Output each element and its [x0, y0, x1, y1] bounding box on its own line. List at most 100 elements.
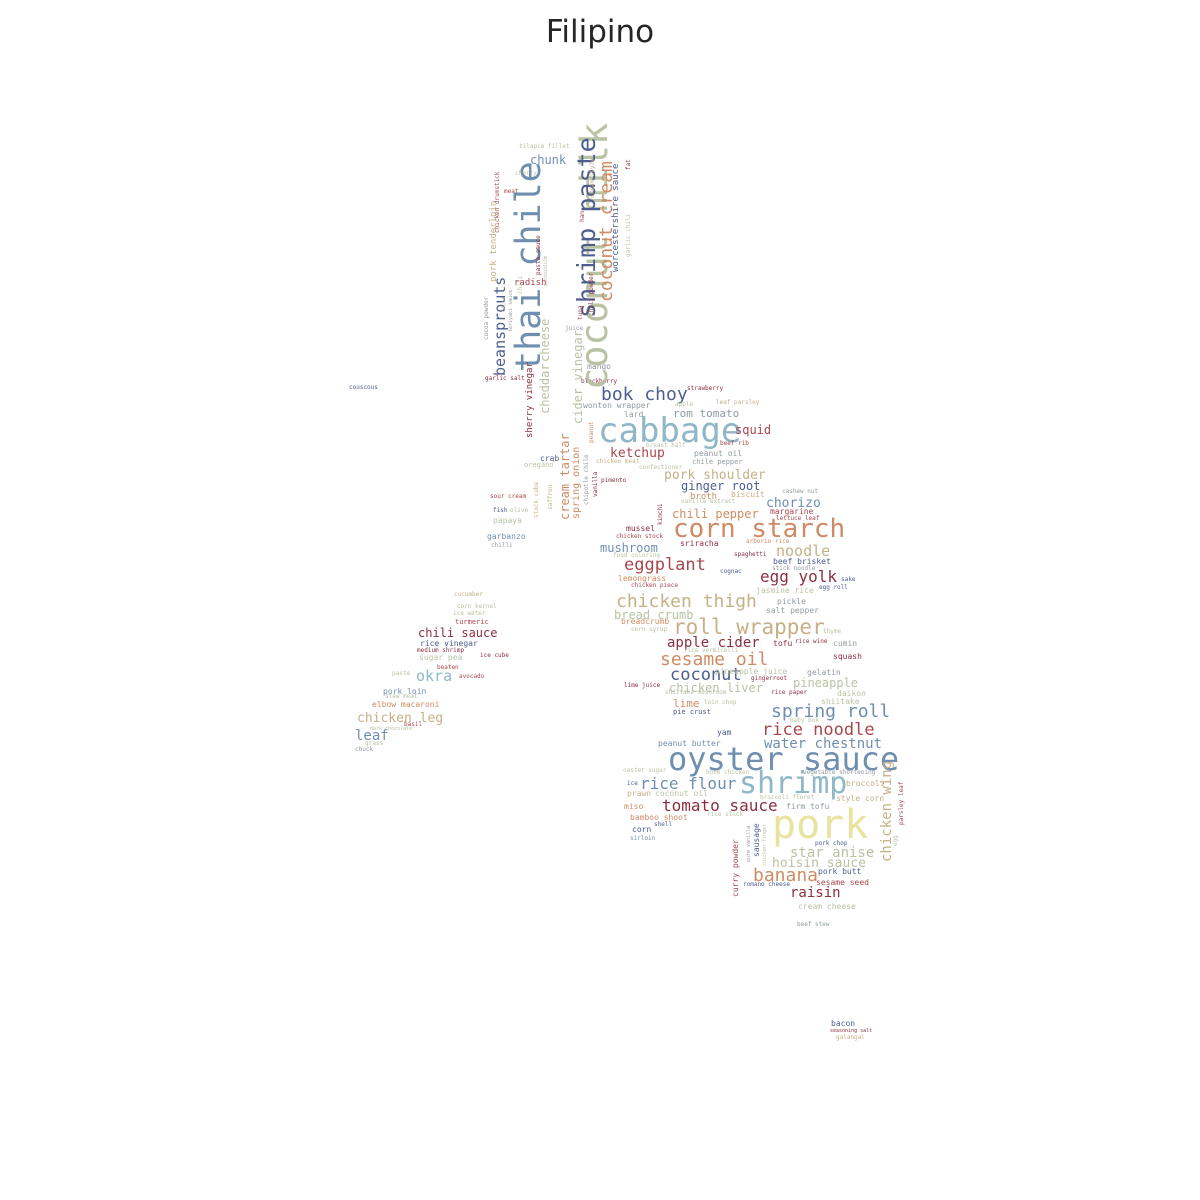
word: avocado — [459, 673, 485, 680]
word: pimento — [601, 477, 627, 484]
word: turmeric — [455, 618, 489, 626]
word: roll wrapper — [673, 615, 825, 639]
word: elbow macaroni — [372, 700, 440, 709]
word: chuck — [355, 746, 374, 753]
word: sesame oil — [660, 649, 769, 670]
word: curry powder — [731, 839, 740, 897]
word: romano cheese — [743, 881, 790, 888]
word: ginger root — [681, 479, 761, 493]
word: egg — [892, 835, 899, 846]
word: dark chocolate — [370, 726, 413, 732]
word: seasoning salt — [830, 1028, 873, 1034]
word: cream tartar — [558, 433, 572, 520]
word: chicken leg — [357, 711, 444, 726]
word: arborio rice — [746, 538, 790, 545]
word: rice wine — [795, 638, 828, 645]
word: grass — [365, 740, 384, 747]
word: parsley leaf — [898, 781, 905, 825]
word: saffron — [547, 484, 554, 510]
word: wonton wrapper — [583, 401, 651, 410]
word: pickle — [777, 597, 806, 606]
word: yam — [717, 728, 732, 737]
word: lemongrass — [618, 574, 667, 583]
word: pork butt — [818, 867, 862, 876]
word: squash — [833, 652, 862, 661]
word: beef rib — [720, 440, 749, 447]
word: egg yolk — [760, 567, 838, 586]
word: pasta sauce — [535, 235, 542, 275]
word: shiitake — [821, 697, 860, 706]
word: blackberry — [581, 378, 618, 385]
word: biscuit — [731, 490, 765, 499]
word: spring onion — [571, 446, 582, 519]
word: oyster sauce — [668, 740, 900, 778]
word: prawn — [627, 789, 652, 798]
word: ketchup — [610, 446, 665, 461]
word: chicken thigh — [616, 591, 757, 612]
word: papaya — [493, 516, 522, 525]
word: pork loin — [383, 687, 427, 696]
word: worcestershire sauce — [611, 163, 621, 272]
word: daikon — [837, 689, 866, 698]
word: cocoa powder — [483, 296, 490, 340]
word: chilli — [491, 542, 513, 549]
word: chicken liver — [669, 681, 763, 695]
word: pineapple juice — [715, 667, 788, 676]
word: chili powder — [588, 272, 595, 316]
word: chicken drumstick — [494, 171, 501, 233]
word: apple — [675, 401, 694, 408]
word: radish — [514, 278, 547, 288]
word: broccoli — [846, 779, 885, 788]
word: pork shoulder — [664, 468, 766, 483]
word: ice water — [453, 610, 486, 617]
word: loin chop — [704, 699, 737, 706]
word: sherry vinegar — [525, 362, 535, 438]
word: stew meat — [385, 693, 418, 700]
word: eggplant — [624, 555, 706, 575]
word: lard — [624, 410, 644, 419]
word: sirloin — [630, 835, 656, 842]
word: beaten — [437, 664, 459, 671]
word: ham — [579, 211, 586, 222]
word: mango — [587, 362, 612, 371]
word: medium shrimp — [417, 647, 464, 654]
word: chicken stock — [616, 533, 663, 540]
word: strawberry — [687, 385, 724, 392]
word: cumin — [833, 639, 858, 648]
word: peanut — [588, 421, 595, 443]
word: fat — [625, 159, 632, 170]
word: coconut oil — [655, 789, 708, 798]
word: rom tomato — [673, 407, 740, 420]
word: chicken wing — [879, 760, 895, 862]
word: caster sugar — [623, 767, 667, 774]
word: cheddar — [538, 363, 552, 414]
word: tofu — [773, 639, 793, 648]
word: garlic salt — [485, 375, 525, 382]
word: chicken meat — [596, 458, 640, 465]
word: peanut butter — [658, 739, 721, 748]
word: leaf parsley — [716, 399, 760, 406]
word: leaf — [355, 728, 389, 744]
word: basil — [404, 721, 423, 728]
word: broccoli floret — [760, 794, 815, 801]
word: margarine — [770, 507, 814, 516]
word: sugar pea — [419, 653, 463, 662]
word: sake — [841, 576, 856, 583]
word: gingerroot — [751, 675, 788, 682]
word: olive — [510, 507, 529, 514]
word: salt pepper — [766, 606, 819, 615]
word: monosodium — [543, 255, 549, 286]
page-title: Filipino — [545, 14, 655, 50]
word: paste — [392, 670, 411, 677]
word: chipotle chile — [583, 454, 590, 505]
word: stock cube — [533, 481, 540, 518]
word: sour cream — [490, 493, 527, 500]
word: squid — [735, 423, 772, 437]
word: lime — [673, 697, 700, 710]
word: cognac — [720, 568, 742, 575]
word: lime juice — [624, 682, 661, 689]
word: teriyaki sauce — [508, 289, 514, 332]
word: okra — [416, 667, 453, 685]
word: ice cube — [480, 652, 509, 659]
